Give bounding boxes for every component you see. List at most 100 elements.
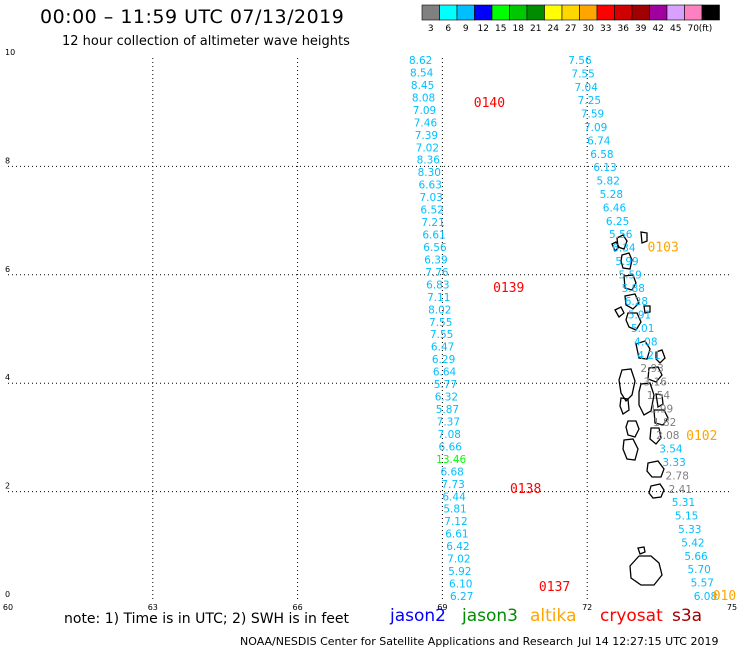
wave-height-value: 5.56 (609, 229, 633, 241)
wave-height-value: 5.33 (678, 524, 701, 536)
pass-time-label: 0140 (474, 96, 505, 111)
wave-height-value: 5.92 (448, 566, 471, 578)
legend-label: 9 (463, 24, 469, 34)
wave-height-value: 5.87 (436, 404, 459, 416)
wave-height-value: 6.10 (449, 579, 472, 591)
legend-swatch (684, 4, 703, 21)
wave-height-value: 6.13 (593, 162, 616, 174)
island-outline (624, 293, 640, 310)
wave-height-value: 7.56 (568, 55, 592, 67)
lon-tick-label: 60 (3, 603, 13, 612)
legend-unit: (ft) (699, 24, 713, 34)
wave-height-value: 3.16 (644, 377, 668, 389)
wave-height-value: 6.61 (445, 529, 468, 541)
wave-height-value: 7.02 (447, 554, 470, 566)
legend-label: 6 (445, 24, 451, 34)
wave-height-value: 3.33 (662, 457, 685, 469)
wave-height-value: 6.56 (423, 242, 447, 254)
wave-height-value: 2.08 (656, 430, 679, 442)
island-outline (625, 420, 640, 438)
island-outline (638, 382, 655, 416)
island-outline (620, 252, 633, 270)
wave-height-value: 1.99 (650, 403, 673, 415)
wave-height-value: 6.66 (439, 441, 463, 453)
island-outline (635, 340, 651, 360)
wave-height-value: 5.28 (600, 189, 623, 201)
island-outline (646, 460, 665, 478)
lat-tick-label: 8 (5, 156, 10, 165)
wave-height-value: 7.08 (438, 429, 461, 441)
satellite-altika-label: altika (530, 606, 577, 626)
wave-height-value: 5.31 (672, 497, 695, 509)
wave-height-value: 7.09 (413, 105, 436, 117)
wave-height-value: 6.46 (603, 202, 627, 214)
wave-height-value: 7.25 (578, 95, 601, 107)
wave-height-value: 6.74 (587, 135, 611, 147)
color-legend: 3 6 9 12 15 18 21 24 27 30 33 36 39 42 45 70 (ft) (421, 4, 720, 34)
wave-height-value: 8.08 (412, 92, 435, 104)
island-outline (614, 306, 625, 318)
island-outline (648, 483, 665, 499)
island-outline (629, 555, 663, 586)
lat-tick-label: 0 (5, 590, 10, 599)
legend-swatch (649, 4, 668, 21)
legend-swatch (596, 4, 615, 21)
lat-tick-label: 2 (5, 482, 10, 491)
legend-label: 12 (478, 24, 489, 34)
wave-height-value: 6.08 (694, 591, 717, 603)
legend-label: 45 (670, 24, 681, 34)
wave-height-value: 8.45 (411, 80, 434, 92)
legend-label: 42 (653, 24, 664, 34)
legend-label: 21 (530, 24, 541, 34)
wave-height-value: 5.42 (681, 537, 704, 549)
wave-height-value: 6.83 (426, 279, 449, 291)
wave-height-value: 6.34 (612, 243, 636, 255)
wave-height-value: 7.76 (425, 267, 449, 279)
wave-height-value: 5.70 (687, 564, 710, 576)
legend-swatch (631, 4, 650, 21)
wave-height-value: 6.58 (590, 149, 613, 161)
wave-height-value: 6.29 (432, 354, 455, 366)
wave-height-value: 7.12 (444, 516, 467, 528)
page-subtitle: 12 hour collection of altimeter wave hei… (62, 34, 350, 49)
legend-swatch (526, 4, 545, 21)
satellite-jason2-label: jason2 (390, 606, 446, 626)
legend-label: 18 (513, 24, 525, 34)
wave-height-value: 7.04 (575, 82, 599, 94)
wave-height-value: 2.93 (640, 363, 663, 375)
wave-height-value: 8.02 (428, 304, 451, 316)
island-outline (611, 241, 620, 253)
legend-label: 30 (583, 24, 595, 34)
lon-tick-label: 75 (727, 603, 737, 612)
wave-height-value: 4.21 (637, 350, 660, 362)
wave-height-value: 7.46 (414, 117, 438, 129)
wave-height-value: 5.82 (597, 176, 620, 188)
legend-label: 24 (548, 24, 560, 34)
wave-height-value: 8.62 (409, 55, 432, 67)
legend-swatch (439, 4, 458, 21)
legend-label: 70 (688, 24, 700, 34)
altimeter-tracks: 8.628.548.458.087.097.467.397.028.368.30… (409, 55, 717, 603)
island-outline (625, 312, 642, 331)
island-outline (653, 409, 669, 426)
wave-height-value: 6.47 (431, 342, 454, 354)
pass-time-label: 0102 (686, 429, 717, 444)
wave-height-value: 5.81 (443, 504, 466, 516)
wave-height-value: 5.15 (675, 511, 698, 523)
wave-height-value: 1.54 (647, 390, 671, 402)
wave-height-value: 5.77 (434, 379, 457, 391)
island-outline (647, 366, 663, 383)
wave-height-value: 7.03 (419, 192, 442, 204)
wave-height-value: 6.28 (625, 296, 648, 308)
wave-height-value: 5.66 (684, 551, 708, 563)
island-outline (618, 368, 636, 403)
legend-swatch (666, 4, 685, 21)
wave-height-value: 6.61 (422, 230, 445, 242)
wave-height-value: 8.30 (418, 167, 441, 179)
wave-height-value: 6.39 (424, 254, 447, 266)
legend-swatch (509, 4, 528, 21)
wave-height-value: 7.39 (415, 130, 438, 142)
wave-height-value: 7.55 (429, 317, 452, 329)
wave-height-value: 6.44 (442, 491, 466, 503)
